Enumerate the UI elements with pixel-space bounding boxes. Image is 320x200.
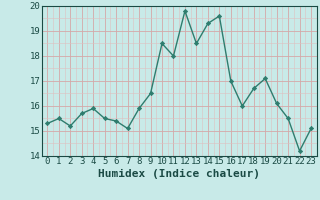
X-axis label: Humidex (Indice chaleur): Humidex (Indice chaleur) — [98, 169, 260, 179]
